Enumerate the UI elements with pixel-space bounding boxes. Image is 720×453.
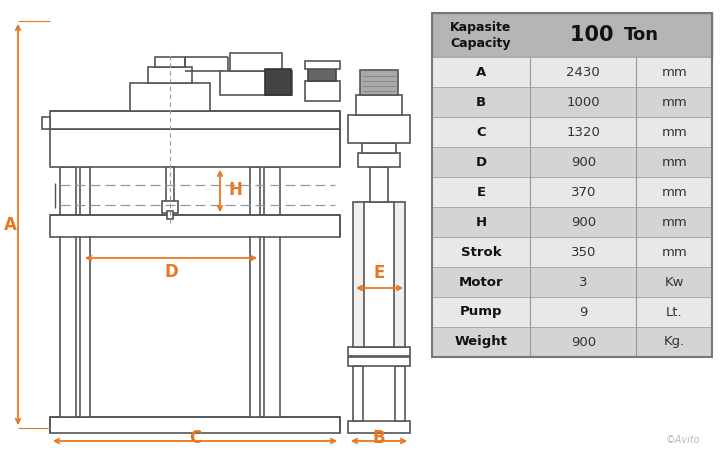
Bar <box>432 327 712 357</box>
Text: mm: mm <box>662 66 687 78</box>
Text: Kg.: Kg. <box>664 336 685 348</box>
Bar <box>167 211 173 219</box>
Bar <box>264 167 280 417</box>
Bar <box>42 117 50 129</box>
Bar <box>155 57 185 67</box>
Bar <box>265 69 291 95</box>
Bar <box>432 117 712 147</box>
Bar <box>220 71 292 95</box>
Bar <box>432 267 712 297</box>
Text: 100: 100 <box>570 25 621 45</box>
Text: 1000: 1000 <box>567 96 600 109</box>
Text: D: D <box>164 263 178 281</box>
Text: mm: mm <box>662 96 687 109</box>
Text: mm: mm <box>662 246 687 259</box>
Bar <box>162 201 178 213</box>
Bar <box>166 167 174 203</box>
Text: mm: mm <box>662 125 687 139</box>
Text: 3: 3 <box>579 275 588 289</box>
Bar <box>353 202 405 347</box>
Text: D: D <box>475 155 487 169</box>
Text: 900: 900 <box>571 336 595 348</box>
Text: 1320: 1320 <box>566 125 600 139</box>
Bar <box>60 167 76 417</box>
Bar <box>50 215 340 237</box>
Bar <box>364 202 394 347</box>
Text: mm: mm <box>662 216 687 228</box>
Bar <box>305 81 340 101</box>
Bar <box>348 421 410 433</box>
Bar <box>432 177 712 207</box>
Bar <box>432 13 712 357</box>
Bar <box>348 357 410 366</box>
Text: 350: 350 <box>570 246 596 259</box>
Bar <box>432 87 712 117</box>
Text: E: E <box>373 264 384 282</box>
Bar <box>432 297 712 327</box>
Bar <box>80 167 90 417</box>
Bar <box>432 13 712 57</box>
Bar <box>348 115 410 143</box>
Bar <box>395 366 405 421</box>
Text: Motor: Motor <box>459 275 503 289</box>
Text: Kw: Kw <box>665 275 684 289</box>
Bar <box>250 167 260 417</box>
Text: Kapasite
Capacity: Kapasite Capacity <box>450 20 512 49</box>
Text: Pump: Pump <box>460 305 503 318</box>
Text: 900: 900 <box>571 216 595 228</box>
Text: C: C <box>189 429 201 447</box>
Bar <box>432 237 712 267</box>
Text: Weight: Weight <box>454 336 508 348</box>
Text: mm: mm <box>662 155 687 169</box>
Text: C: C <box>476 125 486 139</box>
Bar <box>360 70 398 95</box>
Bar <box>50 417 340 433</box>
Bar <box>50 111 340 129</box>
Bar <box>356 95 402 115</box>
Bar <box>348 347 410 356</box>
Text: B: B <box>476 96 486 109</box>
Bar <box>353 366 363 421</box>
Text: Ton: Ton <box>624 26 659 44</box>
Text: 370: 370 <box>570 185 596 198</box>
Bar <box>230 53 282 71</box>
Bar <box>308 69 336 81</box>
Bar <box>50 129 340 167</box>
Text: A: A <box>4 216 17 234</box>
Bar <box>305 61 340 69</box>
Text: 2430: 2430 <box>567 66 600 78</box>
Text: mm: mm <box>662 185 687 198</box>
Text: H: H <box>475 216 487 228</box>
Text: ©Avito: ©Avito <box>665 435 700 445</box>
Bar <box>370 167 388 202</box>
Bar <box>432 147 712 177</box>
Bar <box>358 153 400 167</box>
Bar <box>148 67 192 83</box>
Bar <box>432 57 712 87</box>
Text: H: H <box>228 181 242 199</box>
Bar <box>362 143 396 153</box>
Text: A: A <box>476 66 486 78</box>
Text: Strok: Strok <box>461 246 501 259</box>
Text: E: E <box>477 185 485 198</box>
Bar <box>130 83 210 111</box>
Text: B: B <box>373 429 385 447</box>
Text: 9: 9 <box>579 305 588 318</box>
Bar <box>432 207 712 237</box>
Text: Lt.: Lt. <box>666 305 683 318</box>
Text: 900: 900 <box>571 155 595 169</box>
